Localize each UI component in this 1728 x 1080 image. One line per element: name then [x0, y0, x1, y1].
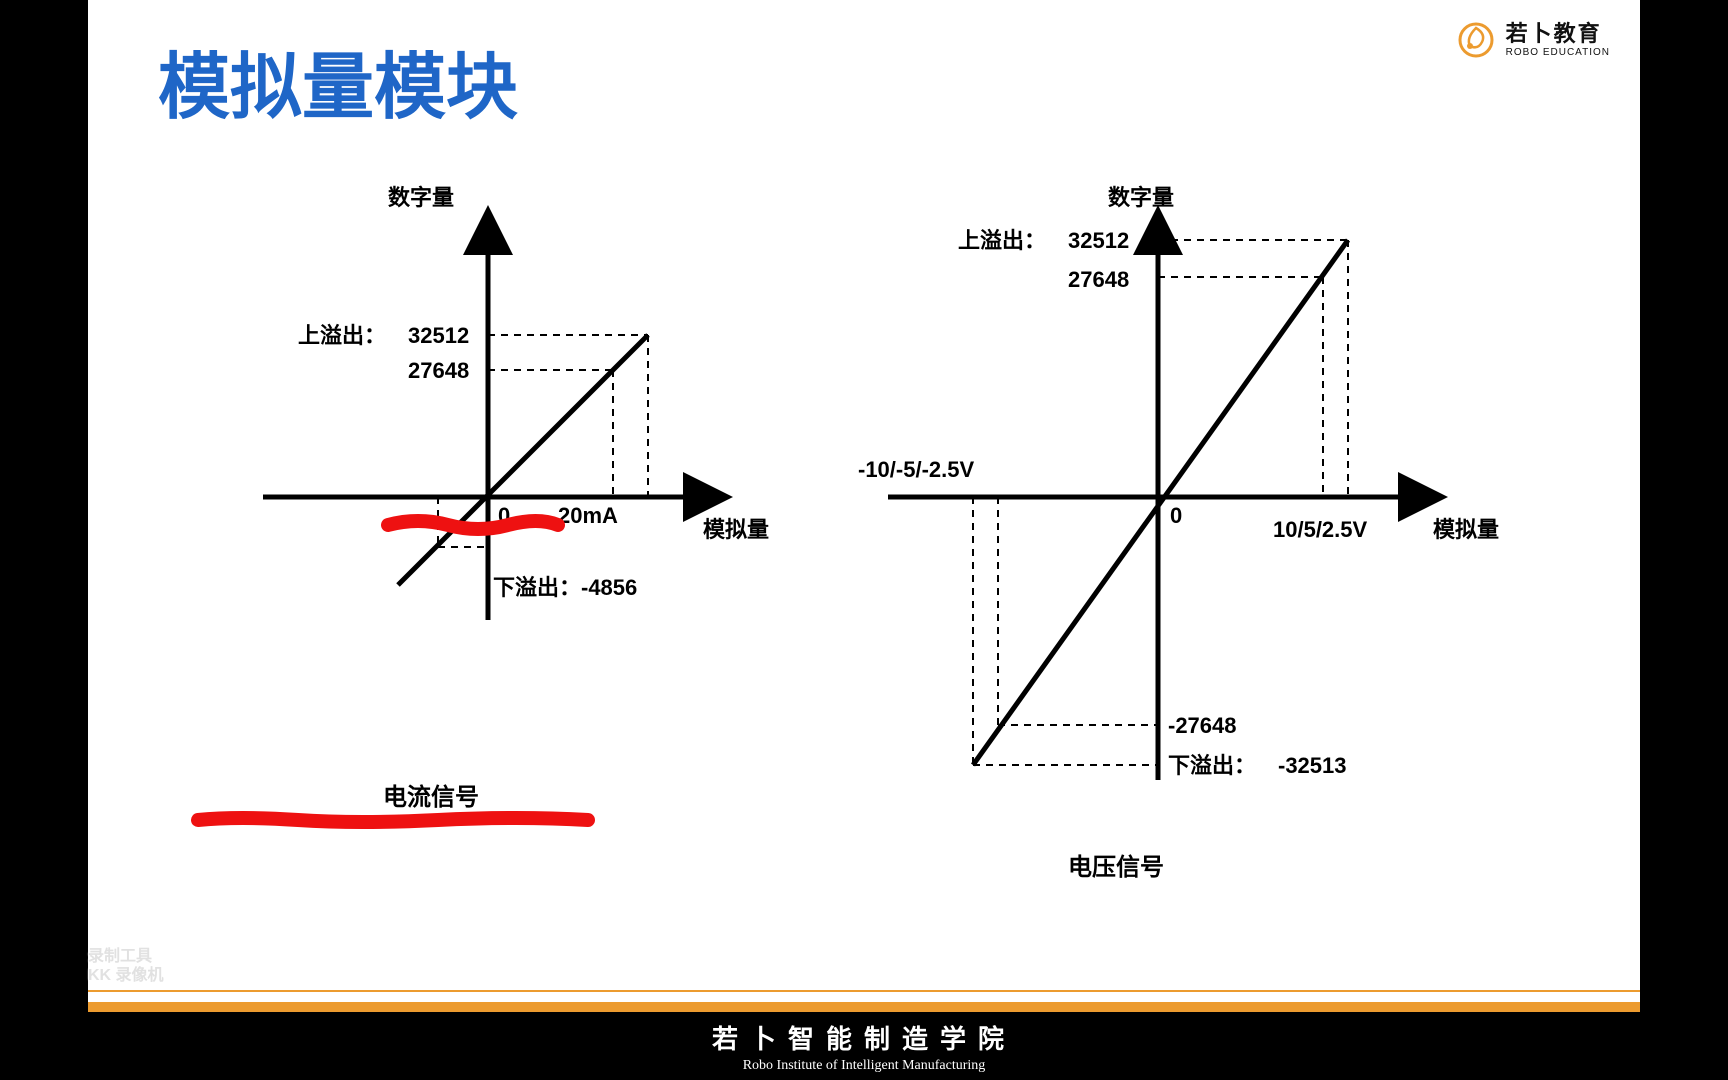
svg-text:32512: 32512 [1068, 228, 1129, 253]
svg-text:上溢出：: 上溢出： [958, 228, 1046, 253]
logo-icon [1456, 20, 1496, 60]
svg-text:上溢出：: 上溢出： [298, 323, 386, 348]
chart-svg-right: 数字量模拟量 0 10/5/2.5V -10/-5/-2.5V 上溢出： 32512 276… [828, 185, 1508, 905]
slide-title: 模拟量模块 [158, 28, 518, 133]
svg-text:电流信号: 电流信号 [383, 783, 479, 811]
brand-logo: 若卜教育 ROBO EDUCATION [1456, 20, 1610, 60]
svg-text:-32513: -32513 [1278, 753, 1347, 778]
svg-text:0: 0 [498, 503, 510, 528]
current-signal-chart: 数字量模拟量 0 20mA 上溢出： 32512 27648 下溢出：-4856 电流信号 [158, 185, 808, 865]
watermark-line2: KK 录像机 [88, 966, 164, 985]
logo-en: ROBO EDUCATION [1506, 47, 1610, 58]
footer-cn: 若卜智能制造学院 [712, 1019, 1016, 1056]
logo-text: 若卜教育 ROBO EDUCATION [1506, 22, 1610, 57]
svg-text:下溢出：-4856: 下溢出：-4856 [493, 575, 637, 600]
svg-text:20mA: 20mA [558, 503, 618, 528]
logo-cn: 若卜教育 [1506, 22, 1610, 46]
svg-text:模拟量: 模拟量 [703, 517, 769, 542]
svg-text:32512: 32512 [408, 323, 469, 348]
svg-text:数字量: 数字量 [388, 185, 454, 210]
chart-svg-left: 数字量模拟量 0 20mA 上溢出： 32512 27648 下溢出：-4856 电流信号 [158, 185, 808, 865]
svg-text:-10/-5/-2.5V: -10/-5/-2.5V [858, 457, 974, 482]
svg-text:模拟量: 模拟量 [1433, 517, 1499, 542]
accent-divider [88, 990, 1640, 992]
voltage-signal-chart: 数字量模拟量 0 10/5/2.5V -10/-5/-2.5V 上溢出： 32512 276… [828, 185, 1508, 905]
watermark: 录制工具 KK 录像机 [88, 947, 164, 985]
watermark-line1: 录制工具 [88, 947, 164, 966]
footer-en: Robo Institute of Intelligent Manufactur… [743, 1058, 986, 1074]
svg-text:0: 0 [1170, 503, 1182, 528]
svg-text:下溢出：: 下溢出： [1168, 753, 1256, 778]
slide: 模拟量模块 若卜教育 ROBO EDUCATION 数字量模拟量 0 20mA 上溢出… [88, 0, 1640, 1080]
svg-text:10/5/2.5V: 10/5/2.5V [1273, 517, 1368, 542]
svg-text:27648: 27648 [408, 358, 469, 383]
svg-text:电压信号: 电压信号 [1068, 853, 1164, 881]
svg-text:-27648: -27648 [1168, 713, 1237, 738]
svg-text:数字量: 数字量 [1108, 185, 1174, 210]
svg-text:27648: 27648 [1068, 267, 1129, 292]
footer-bar: 若卜智能制造学院 Robo Institute of Intelligent M… [88, 1002, 1640, 1080]
